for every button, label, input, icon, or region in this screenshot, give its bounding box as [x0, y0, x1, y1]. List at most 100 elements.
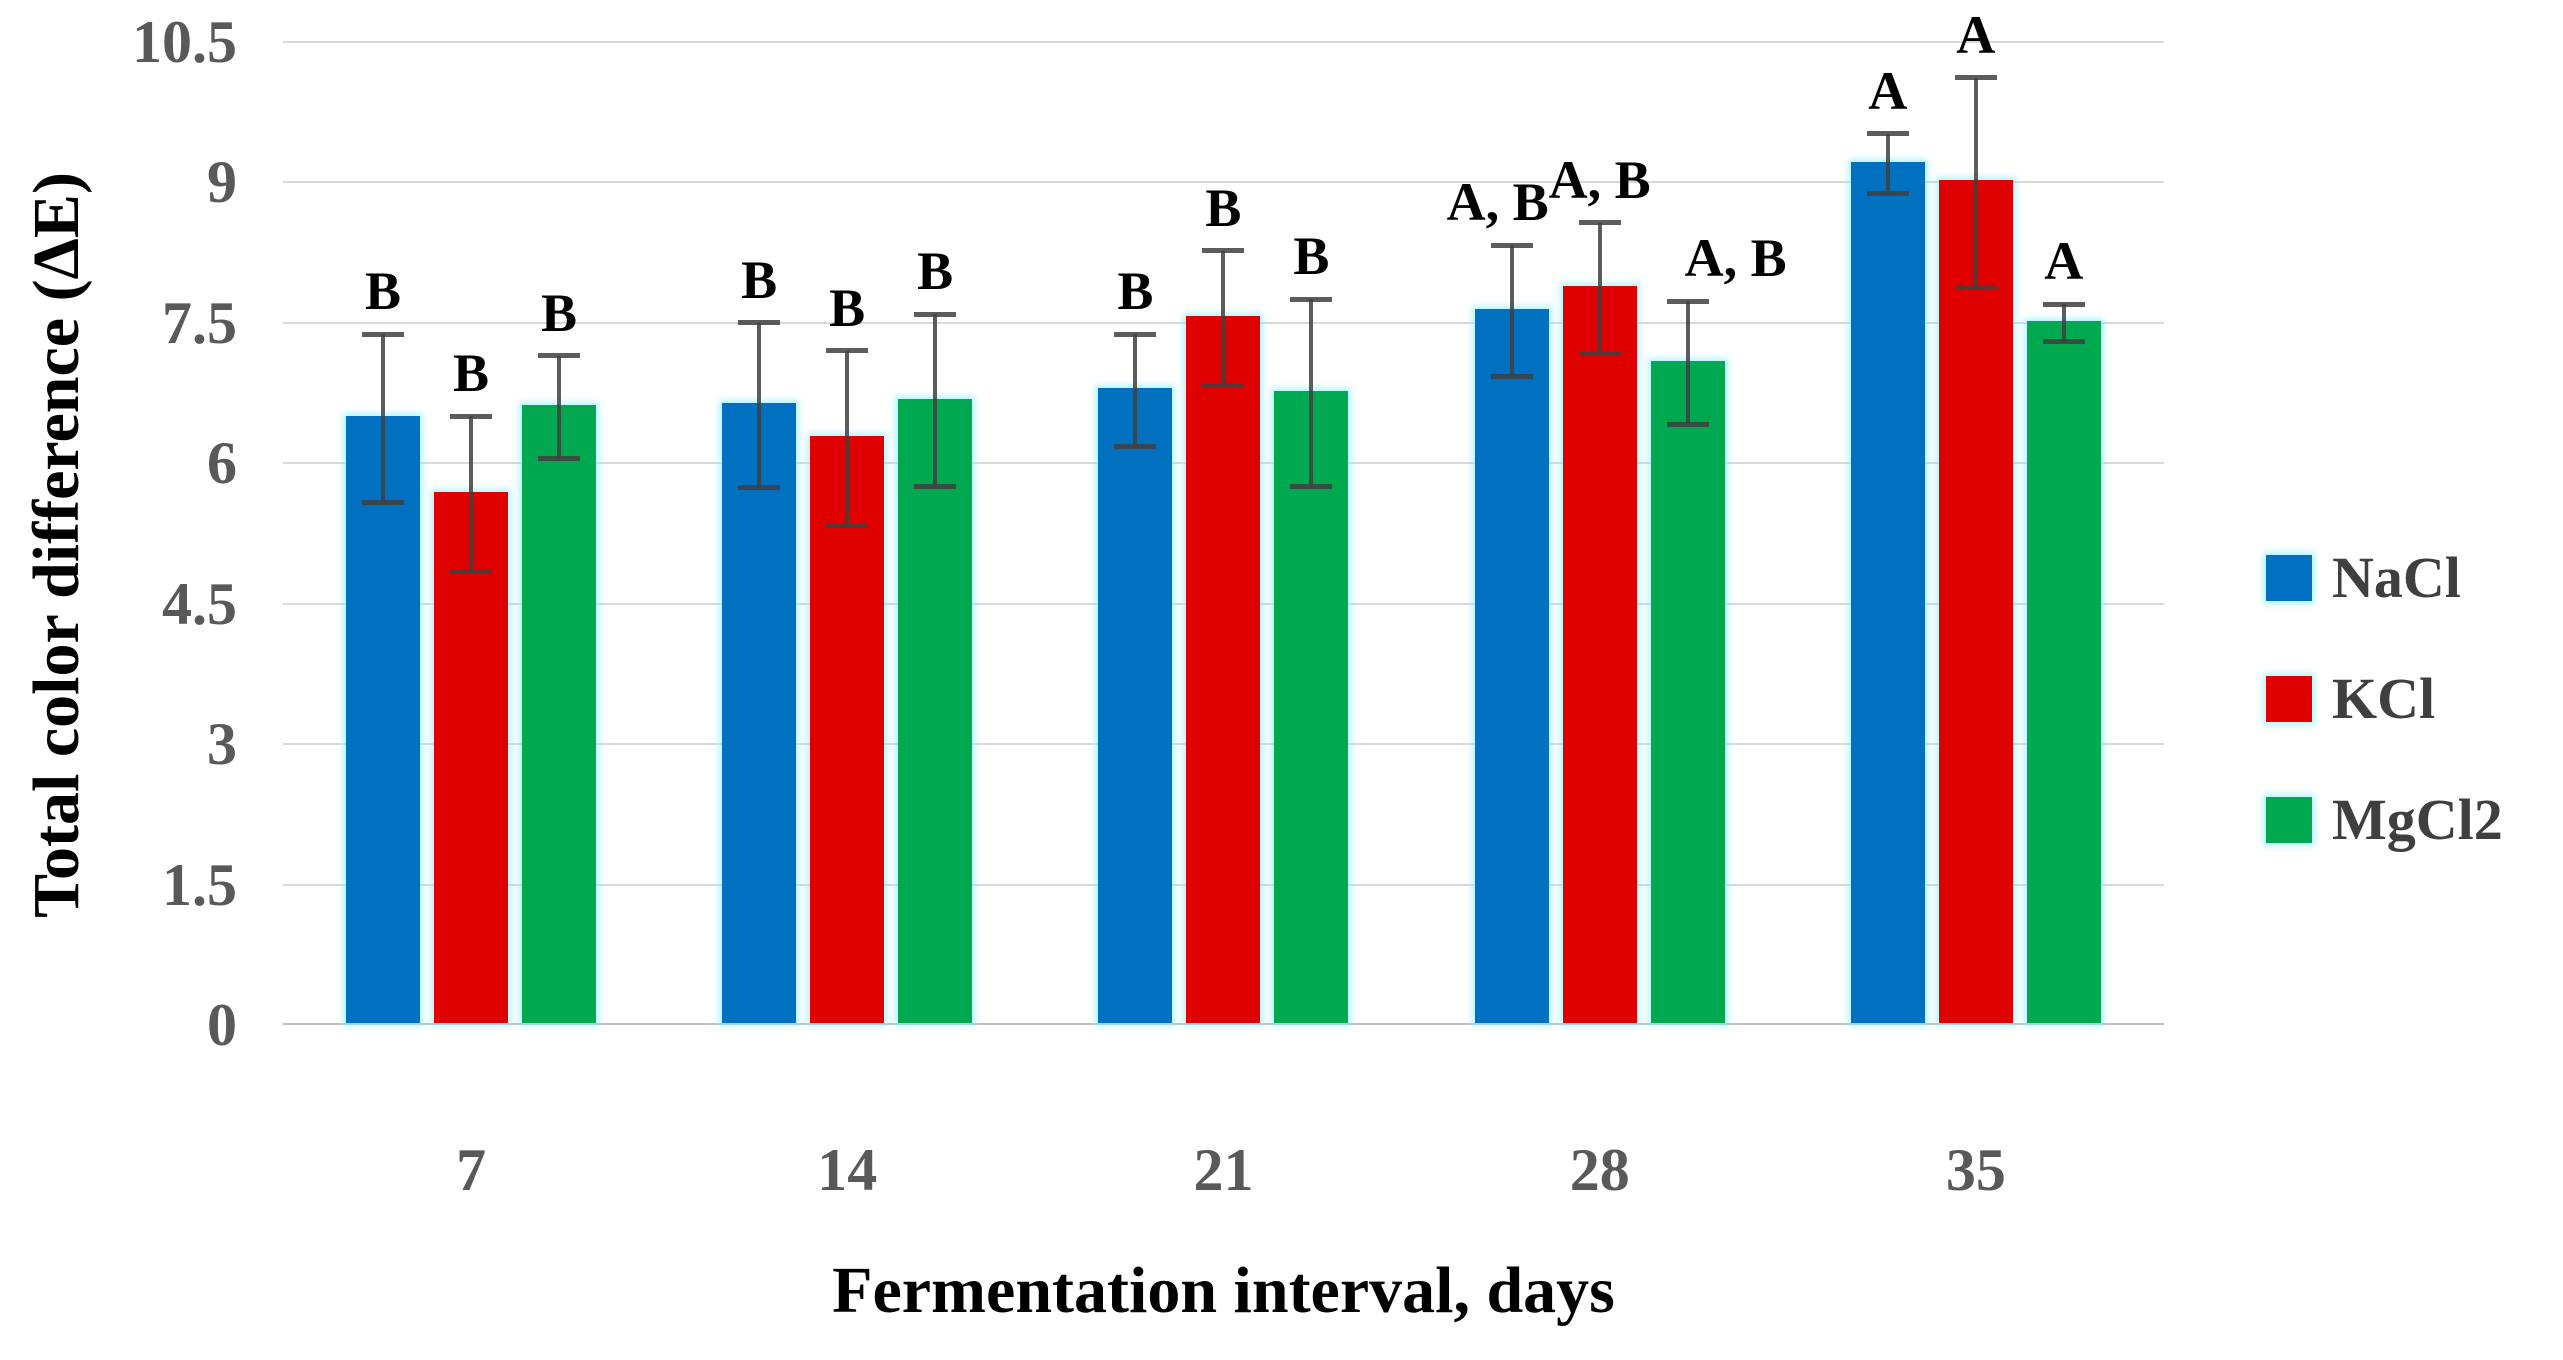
y-axis-title: Total color difference (ΔE) — [20, 172, 93, 918]
error-bar-cap — [1490, 373, 1533, 379]
bar-MgCl2-day28 — [1650, 361, 1725, 1023]
error-bar — [381, 334, 385, 503]
error-bar-cap — [1202, 383, 1245, 389]
error-bar-cap — [450, 569, 492, 575]
error-bar-cap — [914, 311, 957, 317]
error-bar-cap — [738, 320, 781, 326]
error-bar-cap — [538, 353, 580, 359]
error-bar-cap — [914, 484, 957, 490]
bar-NaCl-day21 — [1098, 388, 1173, 1023]
error-bar-cap — [538, 456, 580, 462]
error-bar-cap — [1666, 422, 1709, 428]
bar-KCl-day35 — [1938, 180, 2013, 1023]
legend-item-NaCl: NaCl — [2266, 549, 2461, 607]
error-bar-cap — [1954, 284, 1997, 290]
error-bar-cap — [1290, 296, 1333, 302]
bar-MgCl2-day21 — [1274, 391, 1349, 1023]
error-bar — [469, 416, 473, 572]
x-axis-line — [283, 1023, 2164, 1025]
error-bar-cap — [1114, 443, 1157, 449]
legend-label: NaCl — [2332, 545, 2461, 610]
legend-label: MgCl2 — [2332, 787, 2503, 852]
bar-MgCl2-day14 — [898, 398, 973, 1023]
error-bar — [1509, 245, 1514, 377]
error-bar — [1597, 222, 1602, 354]
y-tick-label: 4.5 — [162, 570, 237, 637]
error-bar — [1973, 77, 1978, 288]
bar-KCl-day7 — [434, 492, 508, 1023]
legend-swatch-MgCl2 — [2266, 797, 2312, 843]
error-bar-cap — [1290, 484, 1333, 490]
error-bar-cap — [1866, 191, 1909, 197]
legend-item-KCl: KCl — [2266, 670, 2435, 728]
x-tick-label: 21 — [1193, 1137, 1254, 1203]
y-tick-label: 3 — [207, 711, 237, 778]
significance-label: A — [1868, 60, 1908, 121]
bar-NaCl-day7 — [346, 416, 420, 1023]
significance-label: B — [741, 249, 778, 310]
legend-swatch-NaCl — [2266, 555, 2312, 601]
error-bar-cap — [1114, 331, 1157, 337]
significance-label: A, B — [1684, 228, 1787, 289]
bar-KCl-day28 — [1562, 286, 1637, 1023]
y-tick-label: 7.5 — [162, 289, 237, 356]
error-bar-cap — [738, 485, 781, 491]
error-bar-cap — [1578, 351, 1621, 357]
error-bar-cap — [826, 348, 869, 354]
significance-label: B — [1117, 261, 1154, 322]
error-bar-cap — [450, 413, 492, 419]
error-bar — [1221, 250, 1226, 386]
significance-label: B — [1205, 177, 1242, 238]
error-bar-cap — [1866, 131, 1909, 137]
x-tick-label: 35 — [1945, 1137, 2006, 1203]
significance-label: A, B — [1446, 172, 1549, 233]
error-bar — [933, 314, 938, 487]
bar-NaCl-day35 — [1850, 161, 1925, 1023]
significance-label: B — [1293, 226, 1330, 287]
error-bar-cap — [2042, 339, 2085, 345]
y-tick-label: 0 — [207, 992, 237, 1058]
error-bar — [1885, 133, 1890, 194]
error-bar — [845, 350, 850, 526]
bar-NaCl-day28 — [1474, 308, 1549, 1023]
y-tick-label: 6 — [207, 430, 237, 497]
y-tick-label: 10.5 — [132, 9, 237, 75]
significance-label: A — [1956, 4, 1996, 65]
error-bar-cap — [1578, 220, 1621, 226]
significance-label: A, B — [1548, 149, 1651, 210]
error-bar — [1133, 334, 1138, 447]
legend-label: KCl — [2332, 666, 2436, 731]
y-tick-label: 9 — [207, 149, 237, 216]
error-bar-cap — [1490, 242, 1533, 248]
significance-label: B — [829, 277, 866, 338]
significance-label: A — [2044, 231, 2084, 292]
error-bar-cap — [826, 522, 869, 528]
error-bar-cap — [362, 500, 404, 506]
error-bar-cap — [2042, 301, 2085, 307]
x-tick-label: 7 — [456, 1137, 487, 1203]
y-tick-label: 1.5 — [162, 851, 237, 918]
bar-MgCl2-day7 — [522, 405, 596, 1023]
significance-label: B — [540, 282, 578, 343]
error-bar — [1685, 301, 1690, 425]
significance-label: B — [452, 343, 490, 404]
x-axis-title: Fermentation interval, days — [832, 1254, 1615, 1327]
x-tick-label: 28 — [1569, 1137, 1630, 1203]
x-tick-label: 14 — [817, 1137, 878, 1203]
bar-KCl-day14 — [810, 436, 885, 1023]
error-bar — [557, 355, 561, 459]
gridline — [283, 41, 2164, 43]
error-bar-cap — [1954, 75, 1997, 81]
legend-item-MgCl2: MgCl2 — [2266, 791, 2503, 849]
bar-KCl-day21 — [1186, 316, 1261, 1023]
significance-label: B — [917, 241, 954, 302]
significance-label: B — [364, 261, 402, 322]
error-bar — [1309, 299, 1314, 487]
error-bar-cap — [1202, 248, 1245, 254]
legend-swatch-KCl — [2266, 676, 2312, 722]
error-bar-cap — [1666, 298, 1709, 304]
bar-NaCl-day14 — [722, 403, 797, 1023]
bar-MgCl2-day35 — [2026, 320, 2101, 1023]
